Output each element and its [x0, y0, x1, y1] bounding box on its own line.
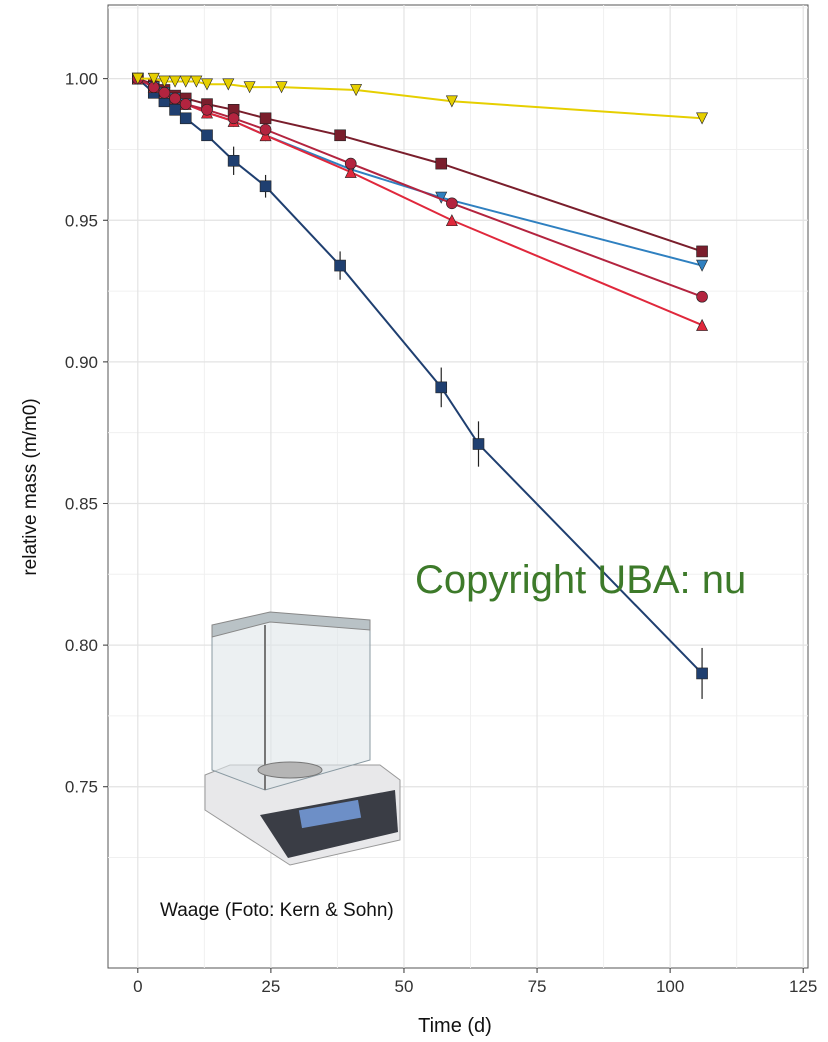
point: [169, 75, 182, 88]
balance-display: [260, 790, 398, 858]
point: [446, 197, 458, 210]
point: [227, 154, 240, 167]
point: [259, 180, 272, 193]
point: [696, 112, 709, 125]
x-tick-label: 75: [528, 977, 547, 996]
point: [179, 98, 192, 110]
point: [696, 259, 709, 272]
x-tick-label: 25: [261, 977, 280, 996]
point: [435, 381, 448, 394]
photo-caption: Waage (Foto: Kern & Sohn): [160, 900, 394, 921]
y-tick-label: 0.95: [65, 211, 98, 230]
point: [201, 78, 213, 91]
y-tick-label: 1.00: [65, 70, 98, 89]
point: [179, 112, 192, 125]
point: [201, 103, 213, 116]
watermark: Copyright UBA: nu: [415, 558, 746, 602]
marks: [131, 72, 709, 699]
point: [259, 112, 272, 125]
point: [158, 75, 171, 88]
x-axis-label: Time (d): [418, 1015, 492, 1037]
point: [201, 129, 213, 142]
y-axis-label: relative mass (m/m0): [20, 398, 41, 575]
point: [472, 438, 485, 450]
x-tick-label: 100: [656, 977, 684, 996]
x-tick-label: 125: [789, 977, 817, 996]
point: [275, 81, 288, 94]
point: [169, 92, 181, 105]
point: [344, 165, 357, 178]
balance-top: [211, 611, 371, 638]
balance-pan: [257, 761, 323, 779]
x-tick-label: 0: [133, 977, 142, 996]
point: [190, 75, 203, 88]
grid: [108, 5, 808, 968]
point: [445, 95, 458, 108]
point: [169, 103, 181, 116]
point: [696, 290, 708, 303]
point: [334, 259, 346, 272]
point: [696, 318, 709, 331]
point: [131, 72, 144, 85]
y-tick-label: 0.90: [65, 353, 98, 372]
point: [445, 214, 458, 227]
point: [179, 75, 192, 88]
point: [147, 72, 160, 85]
point: [696, 245, 708, 258]
balance-screen: [298, 799, 362, 829]
point: [227, 112, 240, 125]
point: [696, 667, 708, 680]
point: [259, 123, 272, 136]
balance-photo: [204, 611, 401, 866]
y-tick-label: 0.85: [65, 494, 98, 513]
point: [334, 129, 346, 142]
point: [222, 78, 235, 91]
y-tick-label: 0.80: [65, 636, 98, 655]
x-tick-label: 50: [395, 977, 414, 996]
point: [243, 81, 256, 94]
point: [350, 84, 363, 97]
point: [435, 157, 448, 170]
point: [344, 157, 357, 170]
y-tick-label: 0.75: [65, 778, 98, 797]
point: [158, 87, 171, 99]
